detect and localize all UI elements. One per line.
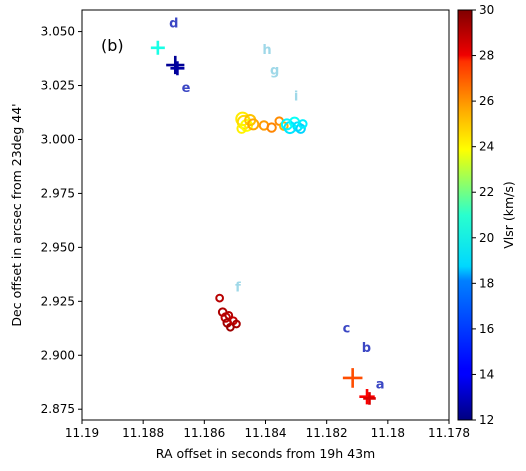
plus-marker [359,388,375,405]
colorbar-tick-label: 18 [479,276,494,290]
circle-marker [279,121,289,131]
colorbar-tick-label: 14 [479,367,494,381]
circle-marker [224,310,234,320]
colorbar-tick-label: 12 [479,413,494,427]
point-label: c [343,322,351,337]
y-tick-label: 3.050 [41,25,75,39]
circle-marker [298,119,308,129]
colorbar-tick-label: 24 [479,140,494,154]
panel-label: (b) [101,36,124,55]
plot-area [82,10,449,420]
colorbar-tick-label: 20 [479,231,494,245]
x-tick-label: 11.178 [428,426,470,440]
x-tick-label: 11.184 [245,426,287,440]
x-tick-label: 11.182 [306,426,348,440]
colorbar-tick-label: 16 [479,322,494,336]
x-tick-label: 11.188 [122,426,164,440]
y-tick-label: 3.000 [41,132,75,146]
y-tick-label: 2.975 [41,186,75,200]
y-tick-label: 2.925 [41,294,75,308]
colorbar-tick-label: 26 [479,94,494,108]
colorbar-tick-label: 28 [479,49,494,63]
point-label: i [294,90,298,105]
y-tick-label: 2.875 [41,402,75,416]
colorbar-tick-label: 22 [479,185,494,199]
plus-marker [150,40,165,55]
x-tick-label: 11.19 [65,426,99,440]
point-label: g [270,64,279,79]
circle-marker [215,293,224,303]
plus-marker [363,392,376,405]
colorbar-ticks: 12 14 16 18 20 22 24 26 28 30 [472,3,494,427]
circle-marker [247,118,260,131]
circle-marker [280,118,293,131]
circle-marker [236,123,247,134]
x-tick-label: 11.186 [183,426,225,440]
x-tick-label: 11.18 [371,426,405,440]
y-tick-label: 3.025 [41,79,75,93]
point-label: f [235,281,241,296]
x-axis-label: RA offset in seconds from 19h 43m [156,446,375,461]
point-label: d [169,16,178,31]
colorbar [457,9,473,421]
circle-marker [295,123,306,134]
circle-marker [266,122,277,133]
point-label: h [262,43,271,58]
point-label: a [376,378,385,393]
plus-marker [342,368,363,388]
colorbar-label: Vlsr (km/s) [501,181,516,249]
point-label: e [182,81,191,96]
y-axis-ticks: 2.875 2.900 2.925 2.950 2.975 3.000 3.025 3.050 [41,25,82,416]
point-label: b [362,341,371,356]
y-tick-label: 2.950 [41,240,75,254]
y-tick-label: 2.900 [41,348,75,362]
colorbar-tick-label: 30 [479,3,494,17]
x-axis-ticks: 11.19 11.188 11.186 11.184 11.182 11.18 11.178 [65,420,470,440]
circle-marker [232,319,241,329]
point-annotations: a bc d e f gh i [169,16,384,392]
plus-marker [170,61,185,76]
y-axis-label: Dec offset in arcsec from 23deg 44' [9,103,24,326]
plus-marker [166,55,185,75]
data-markers [150,40,376,405]
